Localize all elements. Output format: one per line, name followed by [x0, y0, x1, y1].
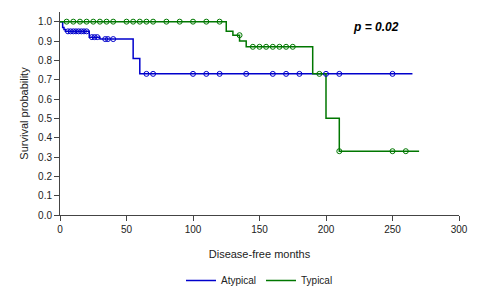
svg-text:0.4: 0.4	[38, 132, 52, 143]
svg-text:0: 0	[57, 224, 63, 235]
svg-text:p = 0.02: p = 0.02	[353, 20, 399, 34]
svg-text:0.8: 0.8	[38, 55, 52, 66]
svg-text:300: 300	[451, 224, 468, 235]
svg-text:0.9: 0.9	[38, 36, 52, 47]
svg-text:0.1: 0.1	[38, 190, 52, 201]
svg-text:0.3: 0.3	[38, 152, 52, 163]
svg-text:Disease-free months: Disease-free months	[209, 248, 311, 260]
svg-text:0.2: 0.2	[38, 171, 52, 182]
svg-text:250: 250	[384, 224, 401, 235]
svg-text:50: 50	[121, 224, 133, 235]
svg-text:Atypical: Atypical	[221, 275, 256, 286]
svg-text:Typical: Typical	[301, 275, 332, 286]
svg-text:Survival probability: Survival probability	[18, 67, 30, 160]
svg-text:150: 150	[251, 224, 268, 235]
svg-text:1.0: 1.0	[38, 16, 52, 27]
svg-text:200: 200	[318, 224, 335, 235]
svg-text:0.0: 0.0	[38, 210, 52, 221]
svg-text:0.5: 0.5	[38, 113, 52, 124]
svg-text:0.7: 0.7	[38, 74, 52, 85]
svg-text:100: 100	[185, 224, 202, 235]
svg-text:0.6: 0.6	[38, 94, 52, 105]
